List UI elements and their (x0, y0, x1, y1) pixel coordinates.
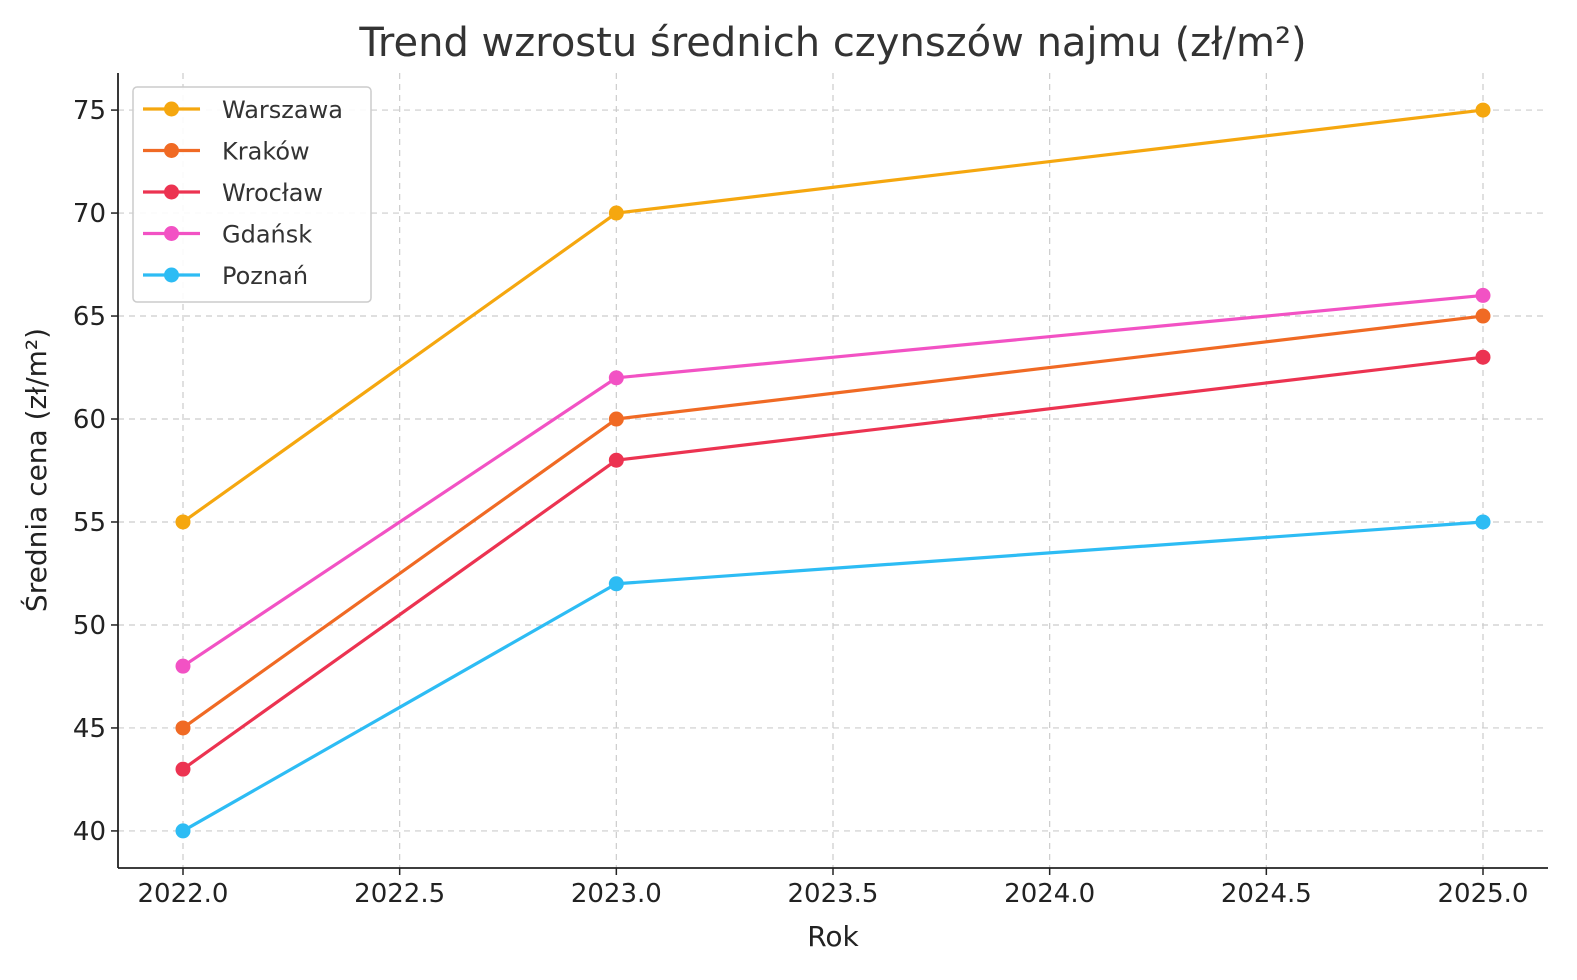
x-axis-label: Rok (807, 920, 859, 953)
series-lines (175, 102, 1491, 839)
series-1 (175, 308, 1491, 736)
series-0 (175, 102, 1491, 530)
x-tick-label: 2022.5 (354, 879, 445, 909)
legend-box (132, 86, 372, 303)
series-line (182, 520, 1484, 833)
data-point (608, 411, 624, 427)
data-point (175, 514, 191, 530)
y-tick-label: 45 (73, 714, 106, 744)
legend-swatch-marker (164, 267, 179, 283)
data-point (1475, 102, 1491, 118)
legend-swatch-marker (164, 184, 179, 200)
legend-swatch-marker (164, 101, 179, 117)
y-tick-label: 75 (73, 96, 106, 126)
data-point (608, 205, 624, 221)
data-point (1475, 349, 1491, 365)
x-tick-label: 2024.5 (1221, 879, 1312, 909)
y-tick-labels: 40 45 50 55 60 65 70 75 (73, 96, 118, 847)
legend-entry-label: Warszawa (222, 96, 343, 124)
series-3 (175, 287, 1491, 674)
series-4 (175, 514, 1491, 839)
data-point (175, 720, 191, 736)
data-point (608, 370, 624, 386)
x-tick-label: 2023.5 (788, 879, 879, 909)
grid (118, 73, 1548, 868)
legend-entry-label: Kraków (222, 138, 310, 166)
x-tick-label: 2024.0 (1004, 879, 1095, 909)
series-2 (175, 349, 1491, 777)
y-tick-label: 60 (73, 405, 106, 435)
legend: Warszawa Kraków Wrocław Gdańsk Poznań (132, 86, 372, 303)
legend-swatch-marker (164, 143, 179, 158)
data-point (608, 576, 624, 592)
data-point (1475, 287, 1491, 303)
legend-swatch-marker (164, 226, 179, 241)
legend-entry-label: Poznań (222, 262, 308, 290)
y-tick-label: 50 (73, 611, 106, 641)
data-point (175, 761, 191, 777)
chart-title: Trend wzrostu średnich czynszów najmu (z… (358, 20, 1306, 66)
legend-entry-label: Gdańsk (222, 221, 312, 249)
x-tick-label: 2023.0 (571, 879, 662, 909)
y-tick-label: 65 (73, 302, 106, 332)
data-point (608, 452, 624, 468)
y-tick-label: 70 (73, 199, 106, 229)
data-point (175, 658, 191, 674)
x-tick-label: 2022.0 (138, 879, 229, 909)
legend-entry-label: Wrocław (222, 179, 323, 207)
y-tick-label: 55 (73, 508, 106, 538)
y-axis-label: Średnia cena (zł/m²) (19, 328, 53, 612)
y-tick-label: 40 (73, 817, 106, 847)
x-tick-labels: 2022.0 2022.5 2023.0 2023.5 2024.0 2024.5 2025… (138, 868, 1529, 909)
data-point (1475, 308, 1491, 324)
data-point (175, 823, 191, 839)
data-point (1475, 514, 1491, 530)
x-tick-label: 2025.0 (1438, 879, 1529, 909)
